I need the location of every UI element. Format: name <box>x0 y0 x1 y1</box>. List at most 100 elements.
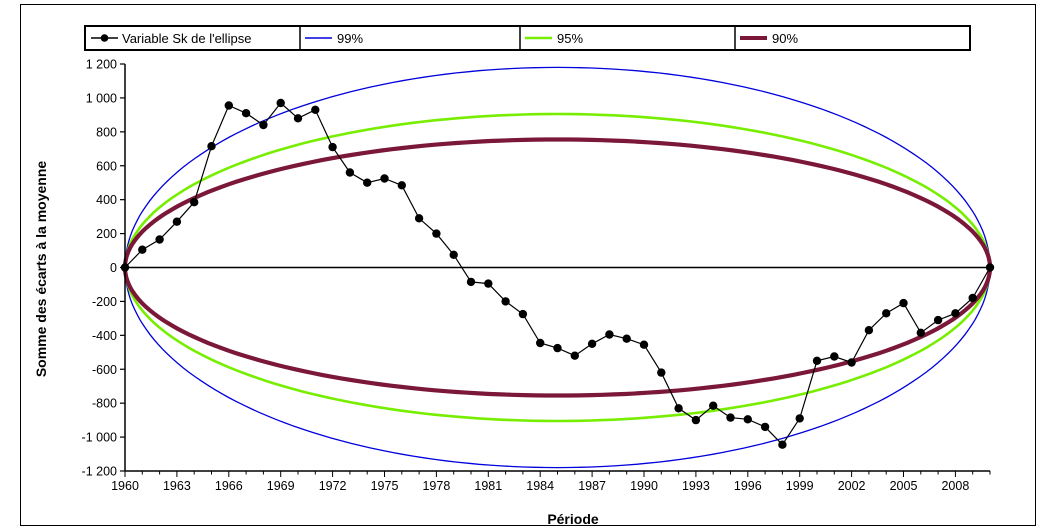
legend-label-95: 95% <box>557 31 583 46</box>
y-tick-label: 400 <box>96 193 117 207</box>
x-tick-label: 1966 <box>215 479 243 493</box>
ellipse-95-upper <box>123 112 992 268</box>
ellipse-95-lower <box>123 267 992 423</box>
x-tick-label: 1960 <box>111 479 139 493</box>
sk-point-1973 <box>345 168 355 177</box>
y-tick-label: 1 000 <box>86 91 117 105</box>
x-tick-label: 1969 <box>267 479 295 493</box>
sk-point-1966 <box>224 101 233 110</box>
x-axis-title: Période <box>547 511 599 527</box>
sk-point-1996 <box>743 415 752 424</box>
sk-point-1990 <box>639 340 649 349</box>
y-axis-title: Somme des écarts à la moyenne <box>33 161 49 378</box>
sk-point-1983 <box>518 309 528 319</box>
sk-point-1982 <box>501 297 510 306</box>
sk-point-1981 <box>484 279 493 288</box>
confidence-ellipses <box>122 66 993 469</box>
x-tick-label: 1996 <box>734 479 762 493</box>
sk-point-1987 <box>587 339 597 348</box>
x-tick-label: 1975 <box>371 479 399 493</box>
sk-point-1978 <box>432 229 441 238</box>
sk-point-1999 <box>795 414 804 423</box>
y-tick-label: 1 200 <box>86 58 117 72</box>
sk-point-1968 <box>259 120 268 130</box>
sk-point-1974 <box>363 178 372 187</box>
legend-label-90: 90% <box>772 31 798 46</box>
y-tick-label: -800 <box>92 397 117 411</box>
x-tick-label: 1972 <box>319 479 347 493</box>
sk-point-1965 <box>207 142 216 151</box>
sk-point-1997 <box>760 422 770 432</box>
sk-point-1992 <box>674 404 683 413</box>
sk-point-2004 <box>882 309 891 318</box>
legend-label-sk: Variable Sk de l'ellipse <box>122 31 251 46</box>
sk-point-1962 <box>155 235 164 244</box>
sk-point-1960 <box>120 263 130 272</box>
legend: Variable Sk de l'ellipse 99% 95% 90% <box>84 25 971 51</box>
x-tick-label: 1987 <box>578 479 606 493</box>
ellipse-99-lower <box>124 267 991 469</box>
x-tick-label: 1981 <box>474 479 502 493</box>
sk-point-1961 <box>138 245 147 254</box>
sk-point-1995 <box>726 413 735 422</box>
x-tick-label: 2005 <box>890 479 918 493</box>
sk-point-1963 <box>172 217 182 226</box>
sk-point-1980 <box>466 277 476 287</box>
ellipse-99-upper <box>124 66 991 268</box>
sk-point-1971 <box>311 105 320 115</box>
x-tick-label: 1978 <box>422 479 450 493</box>
sk-point-1986 <box>570 351 579 360</box>
sk-point-2005 <box>899 298 908 308</box>
sk-point-2009 <box>968 293 977 303</box>
sk-point-1976 <box>397 181 406 190</box>
legend-box <box>84 25 971 51</box>
y-tick-label: 800 <box>96 125 117 139</box>
sk-point-1988 <box>605 330 614 339</box>
x-tick-label: 1984 <box>526 479 554 493</box>
sk-point-2001 <box>830 352 839 361</box>
sk-point-2003 <box>864 326 874 335</box>
sk-point-1984 <box>536 338 545 348</box>
x-tick-label: 2002 <box>838 479 866 493</box>
sk-point-1967 <box>241 109 251 118</box>
x-tick-label: 1999 <box>786 479 814 493</box>
sk-point-2002 <box>847 358 856 367</box>
sk-point-1989 <box>622 334 631 343</box>
y-tick-label: 600 <box>96 159 117 173</box>
y-tick-label: -600 <box>92 363 117 377</box>
sk-point-2010 <box>985 263 995 272</box>
y-tick-label: -1 000 <box>82 431 117 445</box>
y-tick-label: -1 200 <box>82 465 117 479</box>
y-tick-label: 0 <box>110 261 117 275</box>
sk-point-2007 <box>933 315 943 325</box>
x-tick-label: 1993 <box>682 479 710 493</box>
sk-point-1998 <box>778 440 787 449</box>
sk-point-1994 <box>709 401 718 410</box>
y-tick-label: 200 <box>96 227 117 241</box>
sk-point-1985 <box>553 343 562 353</box>
legend-label-99: 99% <box>337 31 363 46</box>
sk-series <box>120 98 995 449</box>
sk-point-1975 <box>380 174 389 183</box>
y-tick-label: -200 <box>92 295 117 309</box>
sk-point-2000 <box>812 356 822 365</box>
axes: 1 200 1 000 800 600 400 200 0 -200 -400 -600 -800 -… <box>82 58 991 493</box>
sk-point-1979 <box>449 250 458 259</box>
sk-point-1969 <box>276 98 285 108</box>
ellipse-90-upper <box>122 137 993 268</box>
x-tick-label: 1963 <box>163 479 191 493</box>
sk-point-1970 <box>293 114 303 123</box>
sk-point-1972 <box>328 142 337 152</box>
sk-point-2006 <box>916 328 925 337</box>
sk-point-1991 <box>657 368 666 377</box>
sk-point-1993 <box>691 415 701 425</box>
x-tick-label: 1990 <box>630 479 658 493</box>
ellipse-90-lower <box>122 267 993 398</box>
x-tick-label: 2008 <box>941 479 969 493</box>
sk-point-1964 <box>190 198 199 207</box>
sk-point-2008 <box>951 309 960 318</box>
chart-frame <box>20 4 1036 526</box>
legend-marker-sk <box>100 34 109 42</box>
y-tick-label: -400 <box>92 329 117 343</box>
